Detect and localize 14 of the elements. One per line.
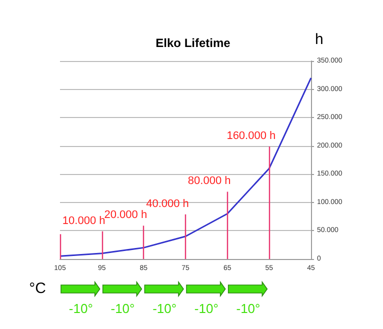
- ref-line-label: 40.000 h: [146, 198, 189, 210]
- text: -10°: [110, 301, 135, 316]
- ref-line-label: 20.000 h: [104, 209, 148, 222]
- ref-line-label: 80.000 h: [188, 175, 231, 188]
- text: -10°: [68, 301, 93, 316]
- y-axis-title: h: [315, 31, 324, 48]
- ref-line-label: 160.000 h: [226, 130, 276, 142]
- ref-line-label: 10.000 h: [62, 214, 106, 227]
- line-series: [59, 77, 312, 257]
- x-axis-title: °C: [29, 280, 46, 297]
- text: -10°: [194, 301, 218, 316]
- chart-title: Elko Lifetime: [156, 36, 231, 50]
- text: -10°: [236, 301, 260, 316]
- text: -10°: [152, 301, 177, 316]
